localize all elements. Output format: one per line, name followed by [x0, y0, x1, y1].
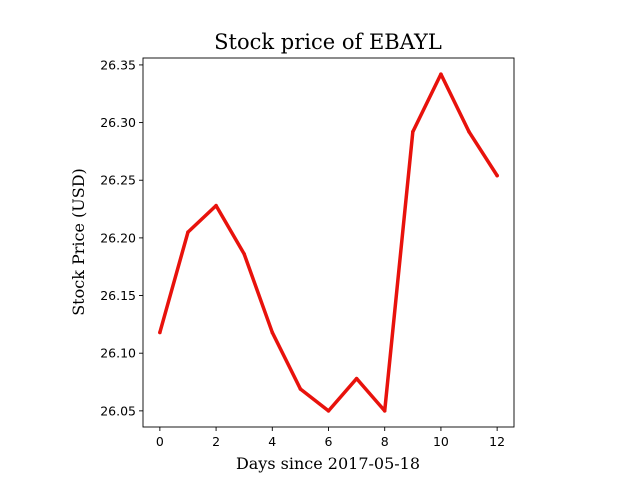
data-point — [495, 173, 499, 178]
y-tick-label: 26.35 — [100, 57, 136, 72]
data-point — [354, 376, 359, 381]
data-point — [411, 130, 415, 134]
x-axis-label: Days since 2017-05-18 — [236, 454, 420, 473]
y-tick-label: 26.20 — [100, 230, 136, 245]
y-tick-label: 26.10 — [100, 346, 136, 361]
chart-title: Stock price of EBAYL — [214, 30, 442, 54]
price-series-line — [158, 72, 499, 413]
y-axis-label: Stock Price (USD) — [69, 168, 88, 316]
x-tick-label: 2 — [212, 434, 220, 449]
y-axis: 26.05 26.10 26.15 26.20 26.25 26.30 26.35 — [100, 57, 143, 418]
data-point — [214, 203, 218, 208]
x-tick-label: 0 — [156, 434, 164, 449]
y-tick-label: 26.25 — [100, 173, 136, 188]
x-tick-label: 6 — [325, 434, 333, 449]
data-point — [298, 387, 303, 391]
x-tick-label: 4 — [268, 434, 276, 449]
data-point — [186, 230, 190, 234]
y-tick-label: 26.30 — [100, 115, 136, 130]
data-point — [242, 252, 246, 256]
data-point — [158, 330, 162, 335]
x-tick-label: 10 — [433, 434, 449, 449]
data-point — [439, 72, 443, 76]
data-point — [326, 409, 331, 413]
x-axis: 0 2 4 6 8 10 12 — [156, 427, 505, 449]
data-point — [467, 130, 471, 134]
y-tick-label: 26.05 — [100, 403, 136, 418]
data-points — [158, 72, 499, 413]
x-tick-label: 12 — [489, 434, 505, 449]
y-tick-label: 26.15 — [100, 288, 136, 303]
data-point — [270, 330, 275, 335]
data-point — [382, 409, 387, 413]
x-tick-label: 8 — [381, 434, 389, 449]
